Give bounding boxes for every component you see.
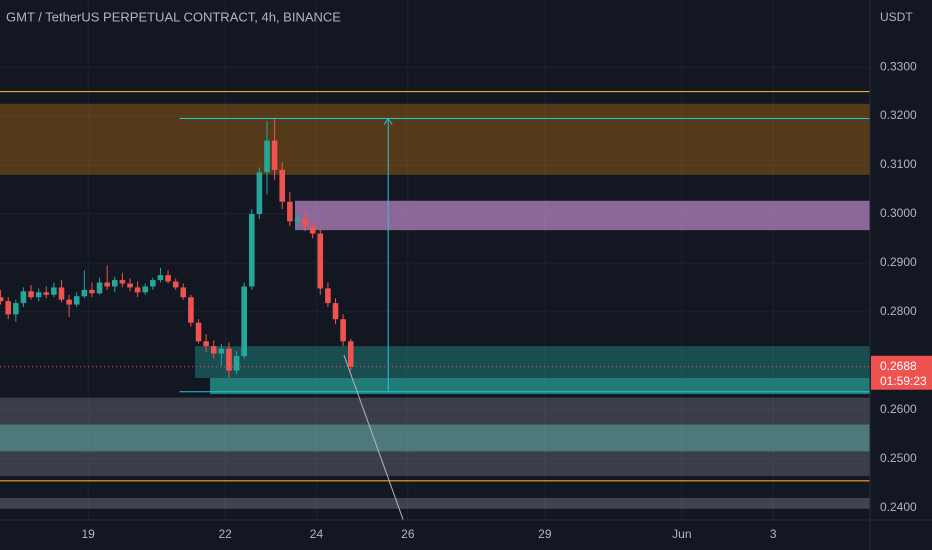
zone <box>195 346 870 379</box>
candle-body <box>134 287 141 293</box>
x-tick-label: Jun <box>672 527 691 541</box>
candle-body <box>172 281 179 288</box>
y-unit: USDT <box>880 10 913 24</box>
zone <box>0 424 870 452</box>
zone <box>0 397 870 425</box>
zone <box>0 103 870 175</box>
trend-line <box>343 354 404 521</box>
chart-title: GMT / TetherUS PERPETUAL CONTRACT, 4h, B… <box>6 9 341 24</box>
candle-body <box>66 299 72 305</box>
x-tick-label: 29 <box>538 527 552 541</box>
candle-body <box>302 218 308 227</box>
x-tick-label: 3 <box>770 527 777 541</box>
candle-body <box>256 172 263 214</box>
x-tick-label: 26 <box>401 527 415 541</box>
candle-body <box>340 319 346 342</box>
candle-body <box>279 169 286 202</box>
arrow-head <box>383 117 393 125</box>
candle-body <box>332 303 339 320</box>
candle-body <box>73 296 80 305</box>
candle-body <box>5 301 12 315</box>
candle-body <box>248 213 255 287</box>
candle-body <box>203 341 209 347</box>
candle-body <box>127 283 133 288</box>
candle-body <box>180 287 187 298</box>
candle-body <box>218 348 225 354</box>
y-tick-label: 0.2500 <box>880 451 917 465</box>
zone <box>0 497 870 509</box>
candle-body <box>347 341 354 367</box>
candle-body <box>28 291 34 298</box>
candle-body <box>142 286 149 293</box>
candle-body <box>89 289 95 294</box>
candle-body <box>119 280 126 284</box>
y-tick-label: 0.3200 <box>880 108 917 122</box>
candle-body <box>165 275 171 282</box>
y-tick-label: 0.3100 <box>880 157 917 171</box>
candle-body <box>233 355 240 371</box>
candle-body <box>309 226 316 234</box>
candle-body <box>188 297 194 323</box>
candle-body <box>58 287 65 300</box>
candle-body <box>13 303 19 315</box>
candle-body <box>111 280 118 287</box>
x-tick-label: 24 <box>310 527 324 541</box>
x-tick-label: 22 <box>218 527 232 541</box>
countdown: 01:59:23 <box>880 374 927 388</box>
candle-body <box>104 282 110 287</box>
last-price-label: 0.2688 <box>880 359 917 373</box>
candle-body <box>294 218 301 222</box>
candle-body <box>96 282 103 294</box>
price-badge <box>871 355 932 390</box>
zone <box>0 451 870 476</box>
candle-body <box>150 280 156 287</box>
candle-body <box>271 140 278 170</box>
candle-body <box>35 292 42 298</box>
y-tick-label: 0.2400 <box>880 500 917 514</box>
candle-body <box>20 291 27 304</box>
candle-body <box>210 346 217 354</box>
candle-body <box>325 288 331 304</box>
candle-body <box>157 275 164 281</box>
zone <box>295 200 870 231</box>
candle-body <box>264 140 270 173</box>
candle-body <box>287 201 293 222</box>
candle-body <box>43 292 50 295</box>
candle-body <box>226 348 232 371</box>
y-tick-label: 0.3000 <box>880 206 917 220</box>
candle-body <box>195 322 202 342</box>
candle-body <box>241 286 247 356</box>
candle-body <box>81 289 88 297</box>
candle-body <box>0 297 4 302</box>
candle-body <box>317 233 324 289</box>
y-tick-label: 0.2600 <box>880 402 917 416</box>
x-tick-label: 19 <box>81 527 95 541</box>
y-tick-label: 0.3300 <box>880 59 917 73</box>
y-tick-label: 0.2900 <box>880 255 917 269</box>
zone <box>210 378 870 395</box>
y-tick-label: 0.2800 <box>880 304 917 318</box>
candle-body <box>51 287 57 295</box>
